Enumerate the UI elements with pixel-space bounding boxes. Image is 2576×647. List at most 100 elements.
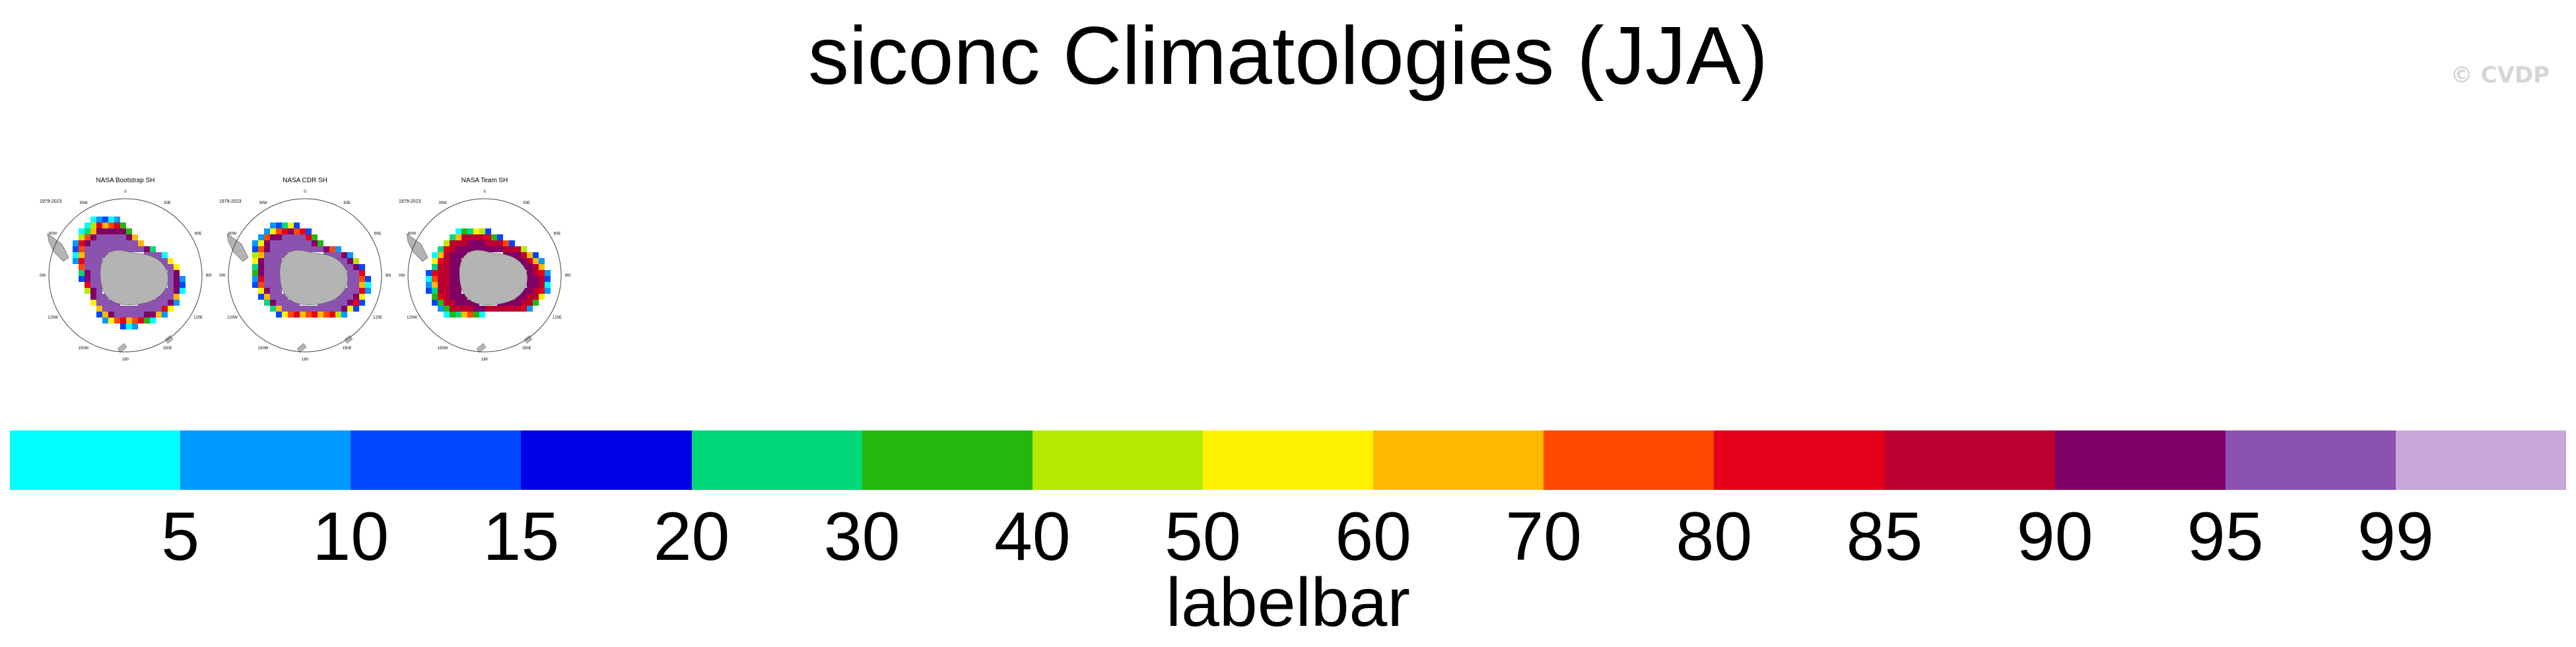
sea-ice-cell: [479, 246, 485, 252]
sea-ice-cell: [108, 228, 114, 234]
longitude-label: 120E: [193, 316, 203, 320]
sea-ice-cell: [252, 252, 258, 258]
sea-ice-cell: [102, 252, 108, 258]
sea-ice-cell: [444, 252, 450, 258]
sea-ice-cell: [473, 240, 479, 246]
sea-ice-cell: [264, 246, 270, 252]
longitude-label: 150W: [79, 347, 89, 351]
sea-ice-cell: [539, 288, 545, 294]
labelbar-tick-label: 95: [2186, 498, 2264, 575]
sea-ice-cell: [521, 258, 527, 264]
antarctica-land: [459, 250, 528, 305]
sea-ice-cell: [132, 312, 138, 318]
sea-ice-cell: [312, 306, 318, 312]
sea-ice-cell: [126, 246, 132, 252]
sea-ice-cell: [270, 234, 276, 240]
sea-ice-cell: [156, 312, 162, 318]
sea-ice-cell: [90, 294, 96, 300]
sea-ice-cell: [509, 240, 515, 246]
sea-ice-cell: [450, 282, 456, 288]
sea-ice-cell: [102, 217, 108, 222]
sea-ice-cell: [162, 258, 168, 264]
labelbar-color-box: [862, 430, 1033, 490]
sea-ice-cell: [288, 240, 294, 246]
sea-ice-cell: [503, 306, 509, 312]
sea-ice-cell: [353, 264, 359, 270]
sea-ice-cell: [539, 294, 545, 300]
sea-ice-cell: [521, 288, 527, 294]
sea-ice-cell: [276, 264, 282, 270]
sea-ice-cell: [450, 312, 456, 318]
sea-ice-cell: [444, 294, 450, 300]
sea-ice-cell: [432, 264, 438, 270]
longitude-label: 0: [124, 190, 127, 194]
sea-ice-cell: [527, 276, 533, 282]
sea-ice-cell: [108, 217, 114, 222]
sea-ice-cell: [270, 294, 276, 300]
longitude-label: 0: [483, 190, 486, 194]
sea-ice-cell: [461, 312, 467, 318]
sea-ice-cell: [85, 270, 90, 276]
sea-ice-cell: [79, 264, 85, 270]
labelbar-tick-label: 99: [2357, 498, 2434, 575]
map-panel-nasa-bootstrap: NASA Bootstrap SH 1979-2023 0 30E 60E 90E 12…: [40, 173, 211, 371]
sea-ice-cell: [485, 234, 491, 240]
sea-ice-cell: [288, 306, 294, 312]
sea-ice-cell: [341, 312, 347, 318]
sea-ice-cell: [144, 246, 150, 252]
sea-ice-cell: [276, 306, 282, 312]
sea-ice-cell: [438, 276, 444, 282]
sea-ice-cell: [79, 228, 85, 234]
sea-ice-cell: [138, 246, 144, 252]
sea-ice-cell: [294, 306, 300, 312]
sea-ice-cell: [341, 288, 347, 294]
sea-ice-cell: [85, 222, 90, 228]
sea-ice-cell: [503, 246, 509, 252]
sea-ice-cell: [156, 300, 162, 306]
sea-ice-cell: [126, 324, 132, 329]
sea-ice-cell: [306, 246, 312, 252]
sea-ice-cell: [79, 270, 85, 276]
map-panel-nasa-team: NASA Team SH 1979-2023 0 30E 60E 90E 120E 150…: [399, 173, 570, 371]
sea-ice-cell: [294, 234, 300, 240]
sea-ice-cell: [108, 234, 114, 240]
longitude-label: 30W: [79, 201, 88, 205]
longitude-label: 180: [481, 358, 489, 362]
sea-ice-cell: [456, 228, 461, 234]
sea-ice-cell: [150, 318, 156, 324]
labelbar-tick-label: 85: [1846, 498, 1923, 575]
sea-ice-cell: [102, 294, 108, 300]
sea-ice-cell: [450, 258, 456, 264]
sea-ice-cell: [126, 306, 132, 312]
sea-ice-cell: [114, 222, 120, 228]
sea-ice-cell: [438, 252, 444, 258]
sea-ice-cell: [527, 300, 533, 306]
sea-ice-cell: [264, 276, 270, 282]
sea-ice-cell: [467, 234, 473, 240]
sea-ice-cell: [138, 240, 144, 246]
sea-ice-cell: [174, 300, 180, 306]
sea-ice-cell: [108, 240, 114, 246]
sea-ice-cell: [114, 312, 120, 318]
sea-ice-cell: [85, 234, 90, 240]
sea-ice-cell: [341, 306, 347, 312]
sea-ice-cell: [359, 264, 365, 270]
longitude-label: 60W: [228, 232, 237, 236]
sea-ice-cell: [521, 300, 527, 306]
sea-ice-cell: [114, 246, 120, 252]
sea-ice-cell: [120, 318, 126, 324]
labelbar-tick-label: 90: [2016, 498, 2093, 575]
sea-ice-cell: [282, 240, 288, 246]
sea-ice-cell: [102, 240, 108, 246]
sea-ice-cell: [533, 252, 539, 258]
sea-ice-cell: [497, 240, 503, 246]
sea-ice-cell: [450, 252, 456, 258]
sea-ice-cell: [444, 240, 450, 246]
sea-ice-cell: [353, 270, 359, 276]
map-boundary-circle: [228, 198, 382, 353]
south-america-land: [406, 233, 428, 262]
sea-ice-cell: [318, 240, 323, 246]
sea-ice-cell: [456, 276, 461, 282]
panel-years: 1979-2023: [219, 199, 242, 204]
sea-ice-cell: [126, 240, 132, 246]
